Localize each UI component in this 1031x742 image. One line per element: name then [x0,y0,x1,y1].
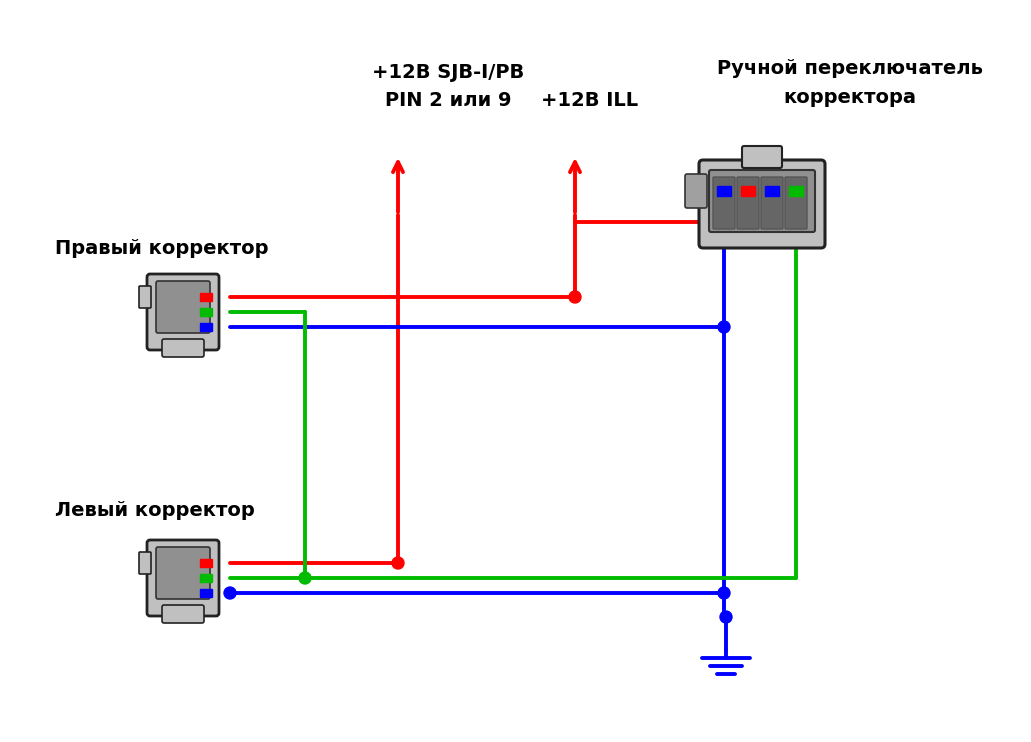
FancyBboxPatch shape [709,170,814,232]
Text: +12B ILL: +12B ILL [541,91,638,110]
FancyBboxPatch shape [685,174,707,208]
FancyBboxPatch shape [737,177,759,229]
Circle shape [224,587,236,599]
FancyBboxPatch shape [162,605,204,623]
Circle shape [718,321,730,333]
Bar [200,559,212,567]
Bar [200,589,212,597]
Bar [789,186,803,196]
Text: Правый корректор: Правый корректор [55,238,268,257]
Text: PIN 2 или 9: PIN 2 или 9 [385,91,511,110]
FancyBboxPatch shape [785,177,807,229]
Circle shape [718,587,730,599]
Bar [765,186,779,196]
FancyBboxPatch shape [147,540,219,616]
Text: корректора: корректора [784,88,917,107]
FancyBboxPatch shape [742,146,781,168]
FancyBboxPatch shape [147,274,219,350]
Text: Ручной переключатель: Ручной переключатель [717,59,983,78]
Circle shape [569,291,581,303]
FancyBboxPatch shape [139,552,151,574]
FancyBboxPatch shape [761,177,783,229]
FancyBboxPatch shape [156,547,210,599]
Bar [200,293,212,301]
Text: +12B SJB-I/PB: +12B SJB-I/PB [372,63,524,82]
FancyBboxPatch shape [139,286,151,308]
Bar [200,308,212,316]
FancyBboxPatch shape [699,160,825,248]
Circle shape [299,572,311,584]
Circle shape [392,557,404,569]
FancyBboxPatch shape [156,281,210,333]
Bar [200,323,212,331]
Bar [200,574,212,582]
Circle shape [720,611,732,623]
FancyBboxPatch shape [162,339,204,357]
Bar [717,186,731,196]
Text: Левый корректор: Левый корректор [55,501,255,519]
Bar [741,186,755,196]
FancyBboxPatch shape [713,177,735,229]
